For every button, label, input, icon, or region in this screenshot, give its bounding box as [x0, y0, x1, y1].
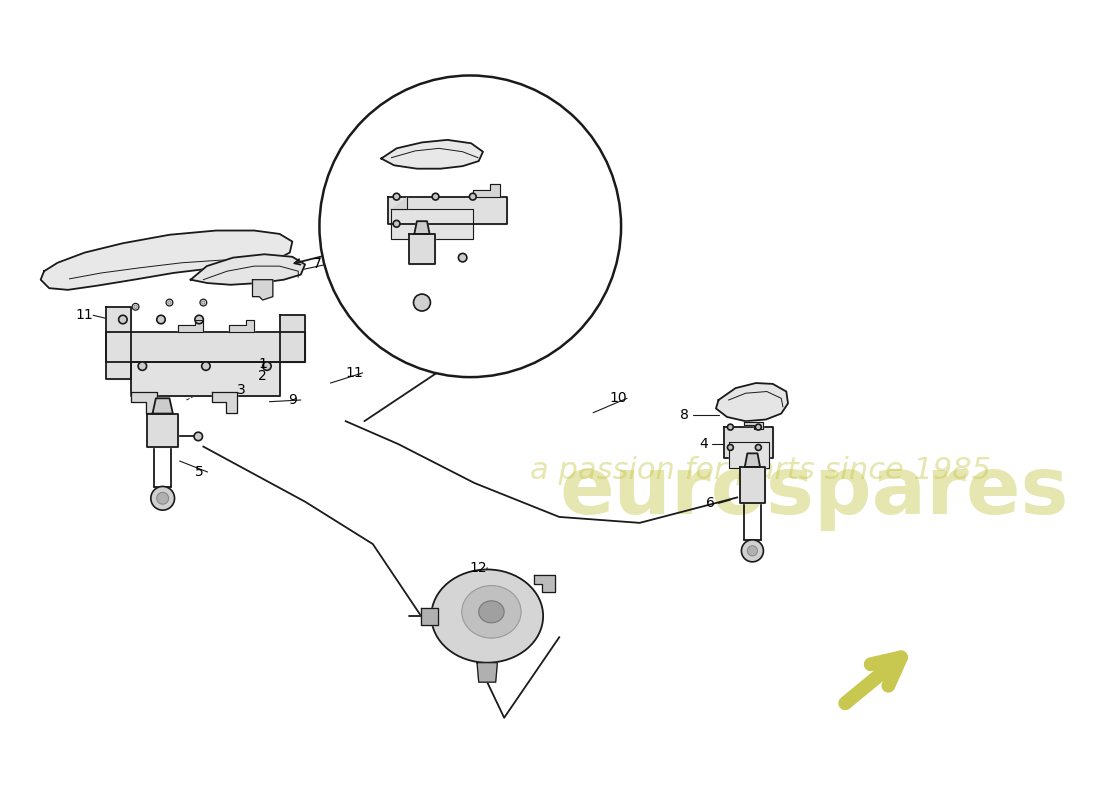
Polygon shape [382, 140, 483, 169]
Text: 11: 11 [76, 308, 94, 322]
Polygon shape [41, 230, 293, 290]
Polygon shape [131, 391, 157, 413]
Polygon shape [415, 222, 430, 234]
Circle shape [727, 424, 734, 430]
Text: 6: 6 [705, 496, 715, 510]
Circle shape [132, 303, 139, 310]
Circle shape [727, 445, 734, 450]
Circle shape [319, 75, 622, 377]
Text: 2: 2 [258, 370, 267, 383]
Text: 10: 10 [609, 391, 627, 406]
Circle shape [747, 546, 758, 556]
Polygon shape [212, 391, 238, 413]
Polygon shape [106, 306, 131, 379]
Polygon shape [392, 197, 407, 210]
Text: 11: 11 [345, 366, 363, 380]
Polygon shape [147, 414, 178, 447]
Ellipse shape [462, 586, 521, 638]
Circle shape [756, 424, 761, 430]
Circle shape [151, 486, 175, 510]
Polygon shape [725, 427, 773, 458]
Polygon shape [253, 280, 273, 300]
Circle shape [393, 220, 400, 227]
Polygon shape [153, 398, 173, 414]
Text: 9: 9 [288, 393, 297, 407]
Circle shape [414, 294, 430, 311]
Polygon shape [477, 662, 497, 682]
Text: 12: 12 [470, 561, 487, 574]
Circle shape [201, 301, 205, 304]
Circle shape [157, 492, 168, 504]
Polygon shape [229, 319, 254, 332]
Circle shape [134, 305, 138, 309]
Polygon shape [728, 442, 769, 468]
Polygon shape [739, 467, 766, 502]
Circle shape [166, 299, 173, 306]
Circle shape [432, 194, 439, 200]
Polygon shape [534, 575, 556, 592]
Text: a passion for parts since 1985: a passion for parts since 1985 [529, 456, 991, 485]
Polygon shape [392, 210, 473, 239]
Ellipse shape [478, 601, 504, 623]
Text: 7: 7 [314, 258, 322, 271]
Polygon shape [190, 254, 305, 285]
Text: 5: 5 [195, 465, 204, 479]
Polygon shape [279, 315, 305, 362]
Polygon shape [716, 383, 788, 421]
Polygon shape [131, 362, 279, 396]
Polygon shape [388, 197, 507, 224]
Polygon shape [178, 319, 204, 332]
Circle shape [157, 315, 165, 324]
Polygon shape [421, 607, 438, 625]
Text: 4: 4 [698, 437, 707, 451]
Polygon shape [745, 454, 760, 467]
Circle shape [741, 540, 763, 562]
Text: 8: 8 [680, 408, 689, 422]
Circle shape [195, 315, 204, 324]
Text: 3: 3 [238, 383, 246, 397]
Polygon shape [744, 422, 762, 429]
Circle shape [168, 301, 172, 304]
Circle shape [459, 254, 466, 262]
Circle shape [194, 432, 202, 441]
Polygon shape [409, 234, 434, 265]
Circle shape [470, 194, 476, 200]
Circle shape [200, 299, 207, 306]
Text: 1: 1 [258, 358, 267, 371]
Circle shape [263, 362, 271, 370]
Circle shape [201, 362, 210, 370]
Polygon shape [473, 184, 499, 197]
Circle shape [119, 315, 128, 324]
Circle shape [756, 445, 761, 450]
Ellipse shape [431, 570, 543, 662]
Circle shape [393, 194, 400, 200]
Polygon shape [106, 332, 305, 362]
Text: eurospares: eurospares [559, 454, 1069, 531]
Circle shape [139, 362, 146, 370]
